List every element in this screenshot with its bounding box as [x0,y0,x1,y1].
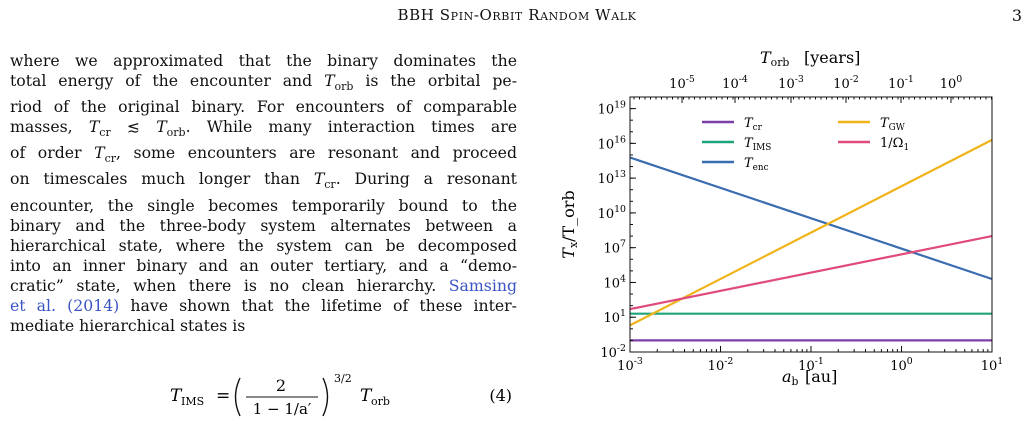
legend-label: TIMS [744,136,771,153]
text-line: masses, Tcr ≲ Torb. While many interacti… [10,117,518,140]
x-tick-label: 10-2 [708,356,734,374]
y-tick-label: 107 [604,239,627,257]
y-tick-label: 1010 [598,204,626,222]
y-tick-label: 104 [604,273,627,291]
legend-label: Tenc [744,156,769,173]
text-line: encounter, the single becomes temporaril… [10,195,517,215]
y-tick-label: 1013 [598,169,626,187]
header-title: BBH Spin-Orbit Random Walk [397,6,637,24]
top-x-tick-label: 10-3 [778,74,804,92]
y-axis-label: Tx/T_orb [559,190,580,258]
eq-number: (4) [489,386,512,405]
eq-paren-right [322,377,329,417]
legend-label: 1/Ω1 [880,136,909,153]
text-line: total energy of the encounter and Torb i… [10,71,517,94]
eq-exponent: 3/2 [334,372,352,385]
eq-numerator: 2 [276,376,286,395]
eq-lhs: T [170,386,183,406]
series-line-2 [629,156,993,281]
y-tick-label: 1016 [598,134,626,152]
page-number: 3 [1011,6,1022,25]
y-tick-label: 10-2 [600,343,626,361]
eq-equals: = [216,386,230,406]
x-axis-label: ab [782,367,799,388]
x-tick-label: 101 [981,356,1004,374]
top-x-tick-label: 100 [940,74,963,92]
top-x-tick-label: 10-1 [888,74,914,92]
eq-lhs-sub: IMS [181,395,204,408]
text-line: mediate hierarchical states is [10,315,246,335]
eq-rhs: T [360,386,373,406]
legend-label: TGW [880,116,906,133]
citation-link[interactable]: et al. (2014) [10,295,120,315]
top-x-tick-label: 10-4 [722,74,748,92]
text-line: cratic” state, when there is no clean hi… [10,275,517,295]
text-line: hierarchical state, where the system can… [10,235,517,255]
x-axis-unit: [au] [805,367,837,386]
timescale-chart: 10-3 10-2 10-1 100 10110-2101104107101010131… [559,48,1004,388]
citation-link[interactable]: Samsing [448,275,517,295]
x-tick-label: 100 [890,356,913,374]
body-paragraph: where we approximated that the binary do… [10,51,517,336]
top-x-axis-unit: [years] [804,48,860,67]
y-tick-label: 101 [604,308,627,326]
eq-rhs-sub: orb [371,395,390,408]
text-line: into an inner binary and an outer tertia… [10,255,517,275]
x-tick-label: 10-3 [617,356,643,374]
text-line: et al. (2014) have shown that the lifeti… [10,295,517,315]
text-line: where we approximated that the binary do… [10,51,517,70]
text-line: on timescales much longer than Tcr. Duri… [10,169,517,192]
series-line-4 [629,235,993,311]
y-tick-label: 1019 [598,100,626,118]
top-x-axis-label: Torb [760,48,789,69]
eq-paren-left [234,377,241,417]
text-line: riod of the original binary. For encount… [10,97,517,117]
equation-4: T IMS = 2 1 − 1/a′ 3/2 T orb (4) [170,372,512,418]
text-line: of order Tcr, some encounters are resona… [10,143,517,166]
top-x-tick-label: 10-2 [833,74,859,92]
x-tick-label: 10-1 [798,356,824,374]
top-x-tick-label: 10-5 [669,74,695,92]
legend-label: Tcr [744,116,763,133]
text-line: binary and the three-body system alterna… [10,215,517,235]
series-line-3 [629,138,993,327]
eq-denominator: 1 − 1/a′ [253,400,312,418]
